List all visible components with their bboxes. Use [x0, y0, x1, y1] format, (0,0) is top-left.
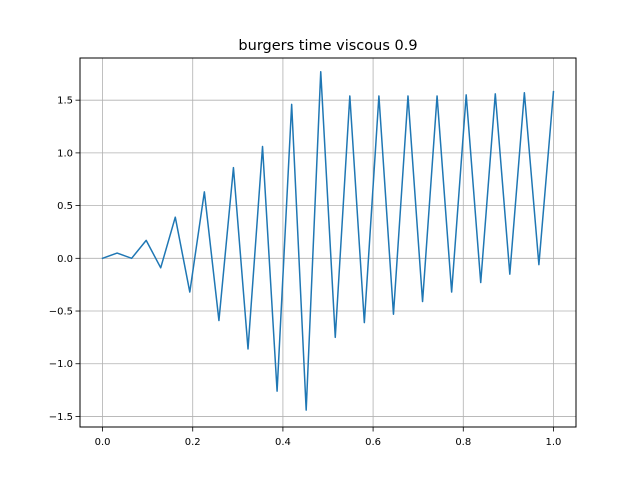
- x-tick-label: 0.2: [185, 437, 201, 448]
- plot-area-frame: [79, 57, 577, 428]
- y-tick-label: −1.0: [49, 359, 73, 370]
- y-axis: −1.5 −1.0 −0.5 0.0 0.5 1.0 1.5: [49, 96, 80, 423]
- x-tick-label: 0.4: [275, 437, 291, 448]
- x-axis: 0.0 0.2 0.4 0.6 0.8 1.0: [95, 427, 562, 448]
- y-tick-label: −1.5: [49, 412, 73, 423]
- x-tick-label: 0.8: [455, 437, 471, 448]
- y-tick-label: 1.5: [57, 96, 73, 107]
- y-tick-label: 0.0: [57, 254, 73, 265]
- series-layer: [101, 70, 555, 411]
- series-line: [101, 70, 555, 411]
- chart-title: burgers time viscous 0.9: [238, 38, 417, 54]
- x-tick-label: 0.0: [95, 437, 111, 448]
- x-tick-label: 0.6: [365, 437, 381, 448]
- y-tick-label: 1.0: [57, 148, 73, 159]
- x-tick-label: 1.0: [546, 437, 562, 448]
- y-tick-label: 0.5: [57, 201, 73, 212]
- y-tick-label: −0.5: [49, 307, 73, 318]
